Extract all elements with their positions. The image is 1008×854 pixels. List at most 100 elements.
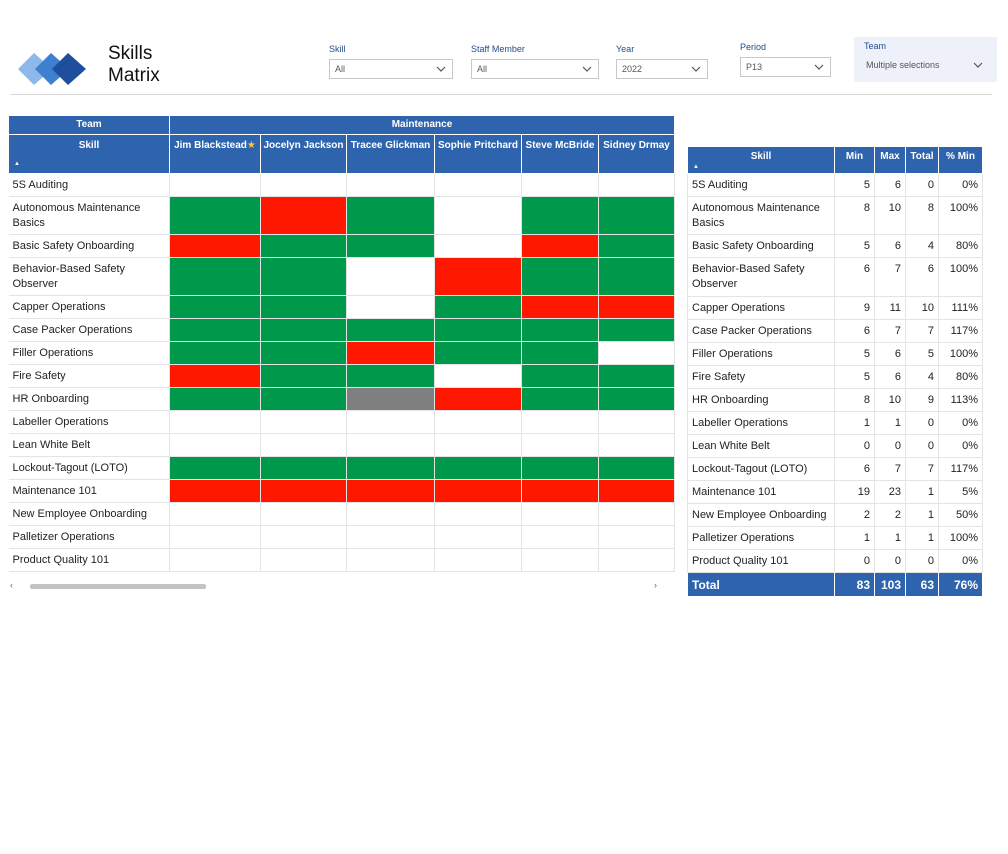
- matrix-cell[interactable]: [260, 234, 347, 258]
- matrix-cell[interactable]: [260, 433, 347, 457]
- matrix-cell[interactable]: [521, 196, 599, 235]
- matrix-cell[interactable]: [598, 295, 675, 319]
- matrix-cell[interactable]: [434, 257, 522, 296]
- matrix-cell[interactable]: [169, 456, 261, 480]
- matrix-cell[interactable]: [598, 257, 675, 296]
- matrix-cell[interactable]: [260, 410, 347, 434]
- matrix-cell[interactable]: [521, 525, 599, 549]
- matrix-cell[interactable]: [169, 196, 261, 235]
- matrix-skill-label[interactable]: Lockout-Tagout (LOTO): [8, 456, 170, 480]
- matrix-cell[interactable]: [521, 173, 599, 197]
- horizontal-scrollbar[interactable]: ‹ ›: [8, 580, 674, 591]
- matrix-cell[interactable]: [346, 295, 435, 319]
- matrix-cell[interactable]: [598, 234, 675, 258]
- team-column-header[interactable]: Team: [8, 115, 170, 135]
- matrix-cell[interactable]: [169, 295, 261, 319]
- matrix-cell[interactable]: [346, 364, 435, 388]
- matrix-cell[interactable]: [169, 502, 261, 526]
- matrix-cell[interactable]: [169, 525, 261, 549]
- matrix-cell[interactable]: [346, 548, 435, 572]
- matrix-cell[interactable]: [598, 387, 675, 411]
- matrix-cell[interactable]: [521, 341, 599, 365]
- matrix-cell[interactable]: [521, 364, 599, 388]
- matrix-skill-label[interactable]: Palletizer Operations: [8, 525, 170, 549]
- matrix-cell[interactable]: [598, 456, 675, 480]
- scroll-left-icon[interactable]: ‹: [10, 580, 13, 590]
- matrix-cell[interactable]: [521, 433, 599, 457]
- matrix-cell[interactable]: [169, 341, 261, 365]
- summary-pct-min-header[interactable]: % Min: [938, 146, 983, 174]
- team-filter-dropdown[interactable]: Multiple selections: [864, 56, 989, 76]
- matrix-cell[interactable]: [521, 479, 599, 503]
- matrix-skill-label[interactable]: Fire Safety: [8, 364, 170, 388]
- matrix-cell[interactable]: [169, 410, 261, 434]
- matrix-cell[interactable]: [169, 479, 261, 503]
- matrix-cell[interactable]: [434, 295, 522, 319]
- matrix-skill-label[interactable]: Behavior-Based Safety Observer: [8, 257, 170, 296]
- matrix-cell[interactable]: [598, 502, 675, 526]
- matrix-cell[interactable]: [434, 318, 522, 342]
- matrix-cell[interactable]: [521, 502, 599, 526]
- matrix-skill-label[interactable]: Basic Safety Onboarding: [8, 234, 170, 258]
- matrix-skill-label[interactable]: 5S Auditing: [8, 173, 170, 197]
- matrix-cell[interactable]: [169, 173, 261, 197]
- matrix-cell[interactable]: [169, 318, 261, 342]
- matrix-cell[interactable]: [260, 341, 347, 365]
- skill-filter-dropdown[interactable]: All: [329, 59, 453, 79]
- matrix-skill-label[interactable]: Maintenance 101: [8, 479, 170, 503]
- summary-max-header[interactable]: Max: [874, 146, 906, 174]
- staff-column-header[interactable]: Jim Blackstead★: [169, 134, 261, 174]
- matrix-cell[interactable]: [260, 387, 347, 411]
- skill-column-header[interactable]: Skill ▲: [8, 134, 170, 174]
- matrix-cell[interactable]: [260, 318, 347, 342]
- period-filter-dropdown[interactable]: P13: [740, 57, 831, 77]
- matrix-cell[interactable]: [260, 525, 347, 549]
- matrix-cell[interactable]: [521, 257, 599, 296]
- staff-column-header[interactable]: Jocelyn Jackson: [260, 134, 347, 174]
- matrix-skill-label[interactable]: Autonomous Maintenance Basics: [8, 196, 170, 235]
- matrix-cell[interactable]: [169, 548, 261, 572]
- matrix-cell[interactable]: [434, 173, 522, 197]
- matrix-cell[interactable]: [521, 295, 599, 319]
- matrix-cell[interactable]: [521, 387, 599, 411]
- matrix-cell[interactable]: [346, 387, 435, 411]
- matrix-cell[interactable]: [434, 433, 522, 457]
- matrix-cell[interactable]: [346, 525, 435, 549]
- matrix-skill-label[interactable]: HR Onboarding: [8, 387, 170, 411]
- matrix-skill-label[interactable]: Capper Operations: [8, 295, 170, 319]
- matrix-cell[interactable]: [346, 502, 435, 526]
- matrix-cell[interactable]: [260, 364, 347, 388]
- matrix-cell[interactable]: [260, 479, 347, 503]
- matrix-cell[interactable]: [434, 502, 522, 526]
- matrix-cell[interactable]: [169, 433, 261, 457]
- matrix-cell[interactable]: [434, 456, 522, 480]
- matrix-cell[interactable]: [260, 257, 347, 296]
- matrix-cell[interactable]: [598, 548, 675, 572]
- matrix-cell[interactable]: [346, 234, 435, 258]
- matrix-cell[interactable]: [434, 410, 522, 434]
- matrix-cell[interactable]: [260, 502, 347, 526]
- matrix-cell[interactable]: [521, 410, 599, 434]
- matrix-cell[interactable]: [346, 318, 435, 342]
- matrix-cell[interactable]: [260, 548, 347, 572]
- matrix-cell[interactable]: [346, 341, 435, 365]
- matrix-cell[interactable]: [434, 234, 522, 258]
- matrix-cell[interactable]: [260, 196, 347, 235]
- matrix-cell[interactable]: [169, 257, 261, 296]
- matrix-cell[interactable]: [598, 479, 675, 503]
- matrix-cell[interactable]: [434, 387, 522, 411]
- summary-min-header[interactable]: Min: [834, 146, 875, 174]
- summary-total-header[interactable]: Total: [905, 146, 939, 174]
- matrix-cell[interactable]: [521, 456, 599, 480]
- staff-column-header[interactable]: Tracee Glickman: [346, 134, 435, 174]
- matrix-cell[interactable]: [598, 341, 675, 365]
- matrix-cell[interactable]: [598, 364, 675, 388]
- matrix-cell[interactable]: [434, 525, 522, 549]
- summary-skill-header[interactable]: Skill ▲: [687, 146, 835, 174]
- matrix-cell[interactable]: [346, 456, 435, 480]
- scrollbar-thumb[interactable]: [30, 584, 206, 589]
- matrix-cell[interactable]: [346, 433, 435, 457]
- staff-column-header[interactable]: Steve McBride: [521, 134, 599, 174]
- matrix-cell[interactable]: [434, 196, 522, 235]
- matrix-cell[interactable]: [434, 364, 522, 388]
